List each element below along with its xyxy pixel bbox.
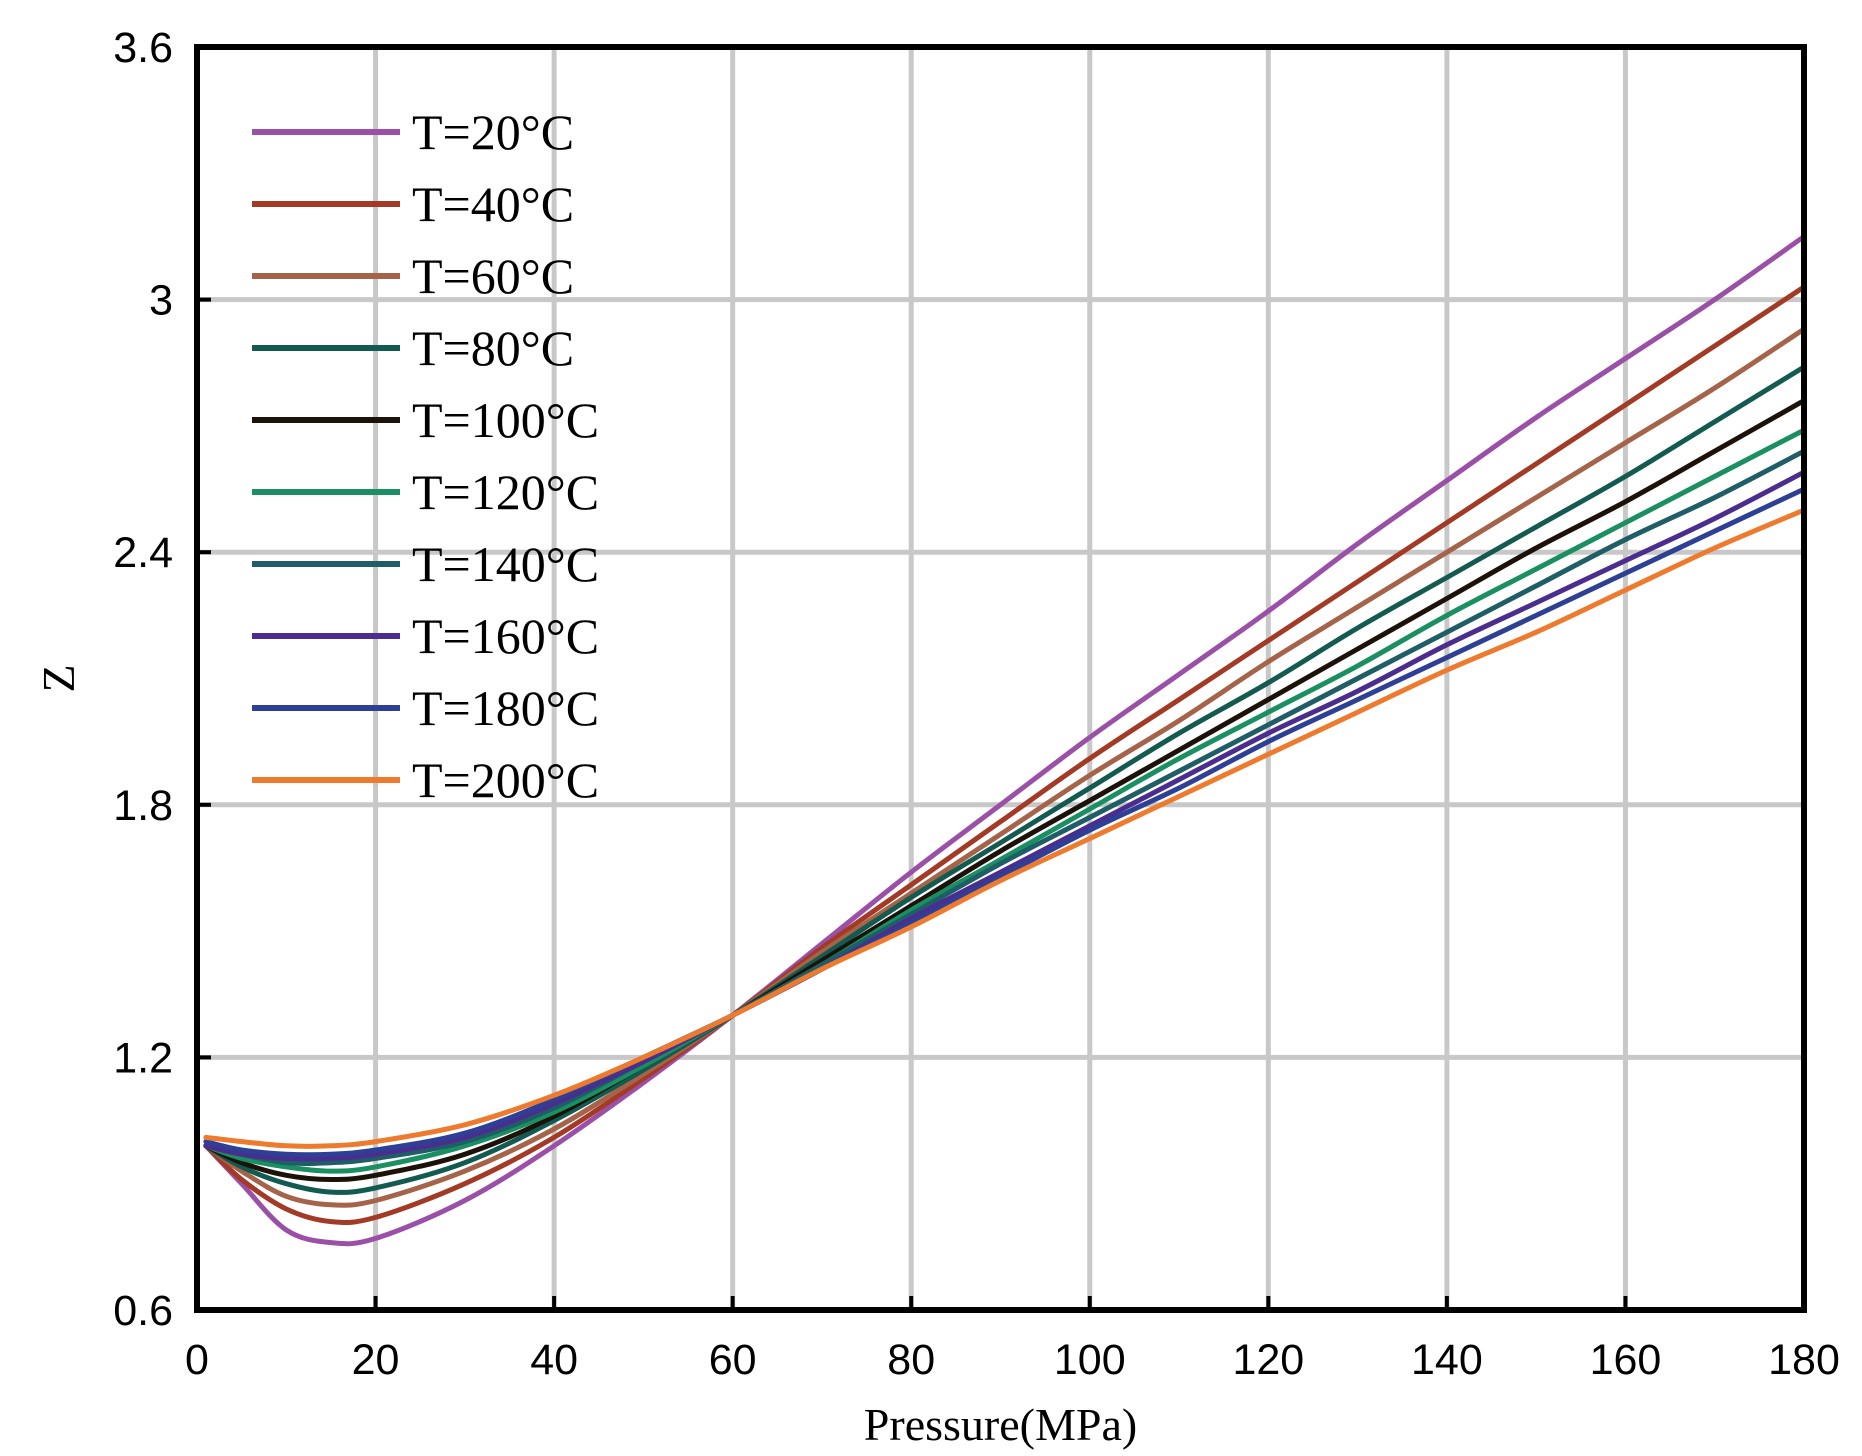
legend-label: T=60°C [412,248,574,304]
x-tick-label: 60 [709,1336,757,1384]
y-tick-label: 0.6 [113,1287,173,1335]
series-line-4 [203,398,1807,1182]
legend-label: T=160°C [412,608,599,664]
series-line-3 [203,364,1807,1195]
legend-label: T=140°C [412,536,599,592]
y-tick-label: 3 [149,277,173,325]
plot-frame [194,44,1807,1313]
x-tick-label: 180 [1768,1336,1840,1384]
tick-labels: 0 20 40 60 80 100 120 140 160 180 0.6 1.2 1.8 2.4 3 3.6 [113,24,1840,1384]
ticks [195,45,1806,1312]
series-line-2 [203,326,1807,1208]
x-tick-label: 0 [185,1336,209,1384]
legend-label: T=180°C [412,680,599,736]
legend-label: T=20°C [412,104,574,160]
x-axis-title: Pressure(MPa) [864,1399,1137,1450]
x-tick-label: 100 [1054,1336,1126,1384]
series-line-5 [203,427,1807,1174]
legend-label: T=200°C [412,752,599,808]
x-tick-label: 80 [887,1336,935,1384]
series-line-9 [203,507,1807,1149]
y-tick-label: 2.4 [113,529,173,577]
series-group [203,234,1807,1247]
legend-label: T=100°C [412,392,599,448]
x-tick-label: 120 [1232,1336,1304,1384]
x-tick-label: 160 [1590,1336,1662,1384]
series-line-6 [203,448,1807,1166]
legend-label: T=80°C [412,320,574,376]
grid [197,47,1804,1310]
y-tick-label: 3.6 [113,24,173,72]
series-line-7 [203,469,1807,1162]
y-tick-label: 1.2 [113,1034,173,1082]
y-tick-label: 1.8 [113,782,173,830]
x-tick-label: 140 [1411,1336,1483,1384]
series-line-1 [203,284,1807,1226]
series-line-8 [203,486,1807,1158]
y-axis-title: Z [33,664,84,692]
legend-label: T=40°C [412,176,574,232]
x-tick-label: 40 [530,1336,578,1384]
series-line-0 [203,234,1807,1247]
x-tick-label: 20 [352,1336,400,1384]
legend-label: T=120°C [412,464,599,520]
legend: T=20°C T=40°C T=60°C T=80°C T=100°C T=120°C T=… [252,104,599,808]
